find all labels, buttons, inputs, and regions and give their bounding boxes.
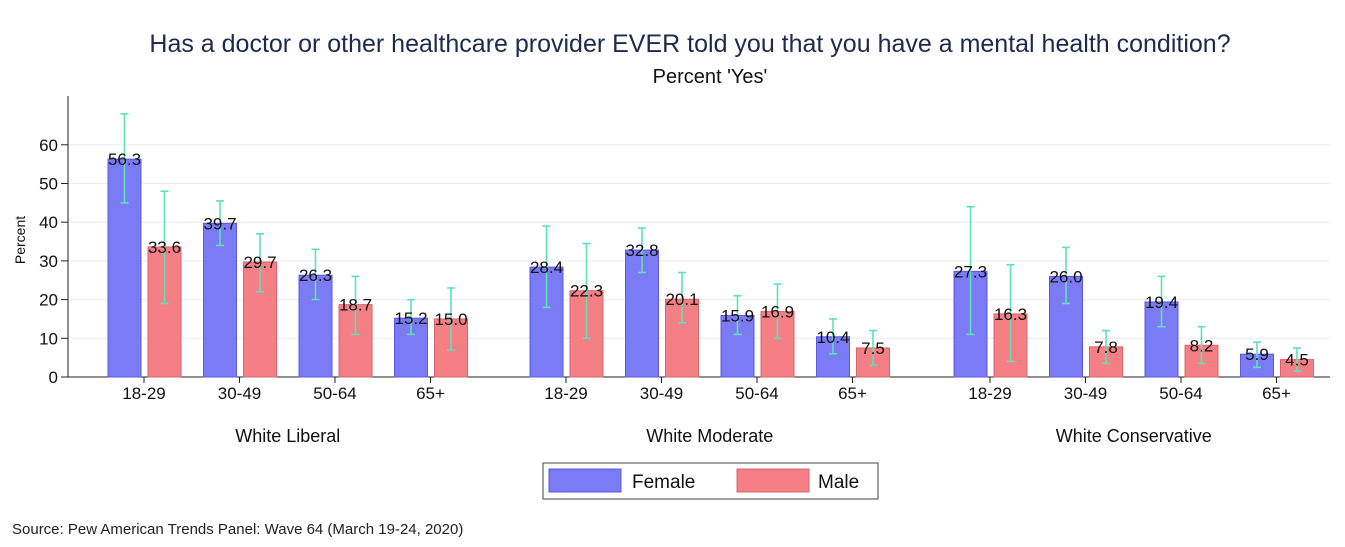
- data-label: 26.3: [299, 266, 332, 285]
- y-tick-label: 40: [39, 213, 58, 232]
- data-label: 19.4: [1145, 293, 1178, 312]
- x-tick-label: 50-64: [735, 384, 778, 403]
- data-label: 15.9: [721, 306, 754, 325]
- data-label: 22.3: [570, 282, 603, 301]
- legend-label-male: Male: [818, 472, 859, 493]
- data-label: 4.5: [1285, 351, 1309, 370]
- bar-female: [203, 222, 237, 378]
- y-tick-label: 60: [39, 136, 58, 155]
- group-label: White Liberal: [235, 426, 340, 446]
- data-label: 18.7: [339, 296, 372, 315]
- y-tick-label: 0: [49, 368, 58, 387]
- x-tick-label: 18-29: [968, 384, 1011, 403]
- x-tick-label: 50-64: [313, 384, 356, 403]
- chart-title: Has a doctor or other healthcare provide…: [149, 30, 1231, 58]
- data-label: 5.9: [1245, 345, 1269, 364]
- data-label: 15.2: [394, 309, 427, 328]
- y-tick-label: 10: [39, 329, 58, 348]
- chart-subtitle: Percent 'Yes': [652, 66, 768, 88]
- data-label: 28.4: [530, 258, 563, 277]
- data-label: 16.9: [761, 303, 794, 322]
- data-label: 16.3: [994, 305, 1027, 324]
- data-label: 32.8: [625, 241, 658, 260]
- data-label: 56.3: [108, 150, 141, 169]
- x-tick-label: 30-49: [640, 384, 683, 403]
- data-label: 15.0: [434, 310, 467, 329]
- source-note: Source: Pew American Trends Panel: Wave …: [12, 521, 464, 538]
- data-label: 10.4: [816, 328, 849, 347]
- x-tick-label: 65+: [416, 384, 445, 403]
- plot-area: 0 10 20 30 40 50 60 56.3 33.6 18-29 39.7 29.7 30-49 2…: [39, 88, 1330, 446]
- x-tick-label: 65+: [838, 384, 867, 403]
- group-label: White Conservative: [1056, 426, 1212, 446]
- data-label: 20.1: [665, 290, 698, 309]
- legend-swatch-male: [736, 468, 810, 493]
- x-tick-label: 65+: [1262, 384, 1291, 403]
- group-label: White Moderate: [646, 426, 773, 446]
- x-tick-label: 50-64: [1159, 384, 1202, 403]
- data-label: 33.6: [148, 238, 181, 257]
- data-label: 7.8: [1094, 338, 1118, 357]
- x-tick-label: 30-49: [218, 384, 261, 403]
- y-tick-label: 20: [39, 291, 58, 310]
- y-tick-label: 50: [39, 175, 58, 194]
- y-tick-label: 30: [39, 252, 58, 271]
- x-tick-label: 30-49: [1064, 384, 1107, 403]
- y-axis-label: Percent: [12, 216, 28, 264]
- legend-label-female: Female: [632, 472, 695, 493]
- legend: Female Male: [542, 462, 879, 500]
- data-label: 27.3: [954, 262, 987, 281]
- x-tick-label: 18-29: [544, 384, 587, 403]
- data-label: 29.7: [243, 253, 276, 272]
- data-label: 39.7: [203, 214, 236, 233]
- data-label: 26.0: [1049, 267, 1082, 286]
- x-tick-label: 18-29: [122, 384, 165, 403]
- legend-swatch-female: [548, 468, 622, 493]
- data-label: 8.2: [1190, 336, 1214, 355]
- data-label: 7.5: [861, 339, 885, 358]
